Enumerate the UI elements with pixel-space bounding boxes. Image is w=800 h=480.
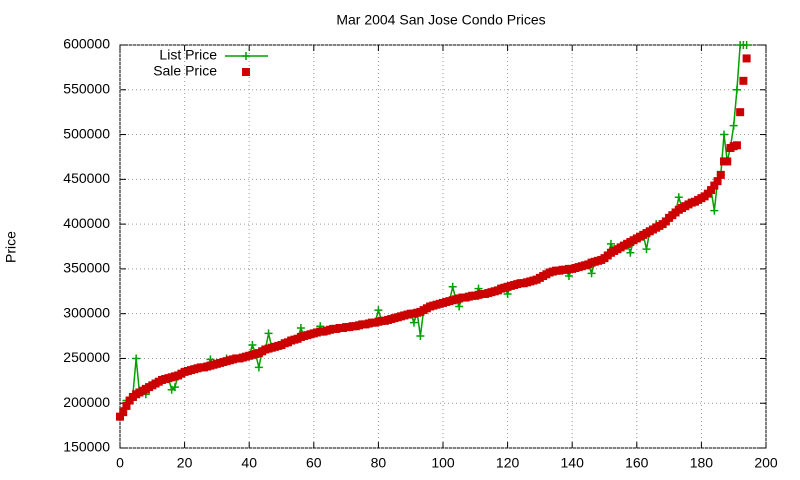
point bbox=[674, 193, 683, 202]
legend-label: Sale Price bbox=[153, 63, 217, 79]
point bbox=[626, 248, 635, 257]
point bbox=[374, 306, 383, 315]
point bbox=[713, 177, 722, 186]
y-tick-label: 550000 bbox=[63, 80, 110, 96]
x-tick-label: 120 bbox=[496, 455, 520, 471]
point bbox=[296, 323, 305, 332]
y-tick-label: 450000 bbox=[63, 170, 110, 186]
point bbox=[710, 206, 719, 215]
y-tick-label: 500000 bbox=[63, 125, 110, 141]
x-tick-label: 60 bbox=[306, 455, 322, 471]
chart-title: Mar 2004 San Jose Condo Prices bbox=[336, 12, 545, 28]
point bbox=[606, 239, 615, 248]
x-tick-label: 0 bbox=[116, 455, 124, 471]
point bbox=[455, 302, 464, 311]
legend-marker bbox=[242, 52, 250, 60]
point bbox=[742, 54, 751, 63]
point bbox=[248, 341, 257, 350]
point bbox=[723, 157, 732, 166]
point bbox=[732, 85, 741, 94]
x-tick-label: 180 bbox=[690, 455, 714, 471]
y-tick-label: 300000 bbox=[63, 304, 110, 320]
y-tick-label: 150000 bbox=[63, 439, 110, 455]
point bbox=[416, 332, 425, 341]
x-tick-label: 80 bbox=[371, 455, 387, 471]
point bbox=[132, 354, 141, 363]
point bbox=[119, 408, 128, 417]
point bbox=[707, 186, 716, 195]
point bbox=[122, 401, 131, 410]
point bbox=[170, 383, 179, 392]
y-axis-label: Price bbox=[3, 231, 19, 263]
legend-label: List Price bbox=[159, 47, 217, 63]
x-tick-label: 100 bbox=[431, 455, 455, 471]
y-tick-label: 350000 bbox=[63, 260, 110, 276]
x-tick-label: 160 bbox=[625, 455, 649, 471]
y-tick-label: 250000 bbox=[63, 349, 110, 365]
point bbox=[716, 170, 725, 179]
x-tick-label: 20 bbox=[177, 455, 193, 471]
y-tick-label: 600000 bbox=[63, 36, 110, 52]
point bbox=[729, 121, 738, 130]
point bbox=[587, 269, 596, 278]
point bbox=[642, 245, 651, 254]
x-tick-label: 40 bbox=[241, 455, 257, 471]
point bbox=[710, 181, 719, 190]
x-tick-label: 200 bbox=[754, 455, 778, 471]
point bbox=[409, 318, 418, 327]
point bbox=[739, 76, 748, 85]
point bbox=[264, 329, 273, 338]
point bbox=[448, 282, 457, 291]
point bbox=[742, 41, 751, 49]
point bbox=[254, 363, 263, 372]
legend-marker bbox=[242, 68, 250, 76]
point bbox=[732, 141, 741, 150]
y-tick-label: 200000 bbox=[63, 394, 110, 410]
y-tick-label: 400000 bbox=[63, 215, 110, 231]
x-tick-label: 140 bbox=[561, 455, 585, 471]
point bbox=[116, 412, 124, 421]
point bbox=[736, 108, 745, 117]
point bbox=[720, 130, 729, 139]
